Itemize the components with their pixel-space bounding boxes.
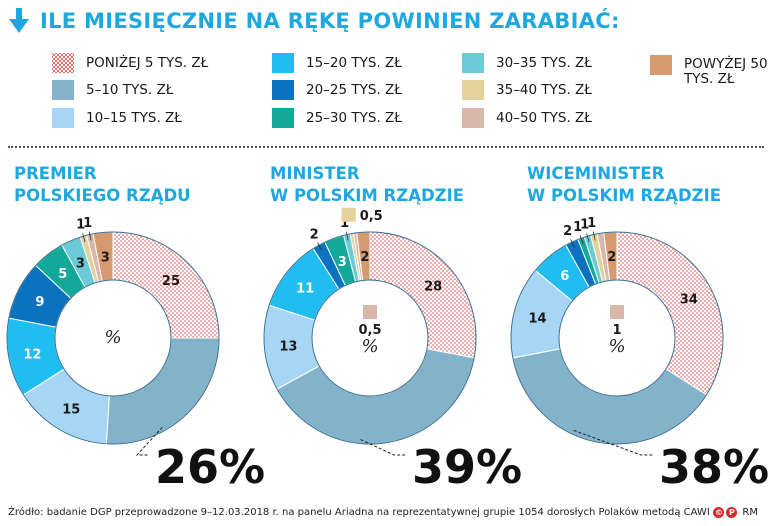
chart-title-minister: MINISTER W POLSKIM RZĄDZIE: [270, 164, 465, 205]
highlight-leader: [135, 426, 163, 456]
copyright-initials: RM: [742, 507, 758, 518]
legend: PONIŻEJ 5 TYS. ZŁ 5–10 TYS. ZŁ 10–15 TYS. …: [0, 0, 772, 150]
legend-swatch: [52, 53, 74, 73]
center-percent-label: %: [361, 336, 378, 357]
data-label: 2: [563, 224, 572, 239]
data-label: 1: [340, 216, 349, 231]
highlight-percent: 38%: [659, 440, 769, 494]
highlight-leader: [573, 429, 653, 456]
center-percent-label: %: [608, 336, 625, 357]
data-label: 0,5: [360, 209, 383, 224]
leader-line: [570, 239, 575, 248]
legend-label: 20–25 TYS. ZŁ: [306, 82, 402, 98]
legend-swatch: [272, 108, 294, 128]
legend-item: 35–40 TYS. ZŁ: [462, 80, 592, 100]
data-label: 2: [360, 250, 369, 265]
data-label: 9: [35, 295, 44, 310]
legend-label: 10–15 TYS. ZŁ: [86, 110, 182, 126]
donut-hole: [54, 279, 172, 397]
highlight-percent: 26%: [155, 440, 265, 494]
legend-item: 5–10 TYS. ZŁ: [52, 80, 173, 100]
leader-line: [345, 231, 349, 241]
data-label: 3: [76, 257, 85, 272]
legend-label: 15–20 TYS. ZŁ: [306, 55, 402, 71]
legend-swatch: [52, 108, 74, 128]
leader-line: [82, 233, 86, 243]
data-label: 12: [23, 347, 41, 362]
leader-line: [88, 231, 92, 241]
legend-swatch: [272, 80, 294, 100]
donut-hole: [311, 279, 429, 397]
data-label: 1: [580, 218, 589, 233]
leader-line: [579, 235, 584, 245]
legend-item: 25–30 TYS. ZŁ: [272, 108, 402, 128]
legend-label: 40–50 TYS. ZŁ: [496, 110, 592, 126]
data-label: 34: [680, 292, 698, 307]
leader-line: [317, 242, 323, 251]
donut-outline: [6, 231, 220, 445]
donut-hole: [558, 279, 676, 397]
data-label: 5: [58, 267, 67, 282]
donut-outline: [510, 231, 724, 445]
legend-item: POWYŻEJ 50 TYS. ZŁ: [650, 55, 772, 87]
legend-item: PONIŻEJ 5 TYS. ZŁ: [52, 53, 208, 73]
data-label: 11: [296, 282, 314, 297]
leader-line: [592, 231, 596, 241]
legend-label: POWYŻEJ 50 TYS. ZŁ: [684, 56, 768, 87]
data-label: 13: [279, 340, 297, 355]
legend-label: PONIŻEJ 5 TYS. ZŁ: [86, 55, 209, 71]
chart-title-premier: PREMIER POLSKIEGO RZĄDU: [14, 164, 191, 205]
source-note: Źródło: badanie DGP przeprowadzone 9–12.…: [8, 507, 710, 518]
data-label: 1: [587, 216, 596, 231]
data-label: 1: [76, 218, 85, 233]
legend-label: 30–35 TYS. ZŁ: [496, 55, 592, 71]
page-title: ILE MIESIĘCZNIE NA RĘKĘ POWINIEN ZARABIA…: [40, 9, 620, 33]
label-swatch: [610, 305, 624, 319]
legend-label: 5–10 TYS. ZŁ: [86, 82, 174, 98]
legend-item: 10–15 TYS. ZŁ: [52, 108, 182, 128]
data-label: 1: [573, 220, 582, 235]
header: ILE MIESIĘCZNIE NA RĘKĘ POWINIEN ZARABIA…: [8, 6, 620, 36]
chart-title-wiceminister: WICEMINISTER W POLSKIM RZĄDZIE: [527, 164, 722, 205]
legend-swatch: [650, 55, 672, 75]
data-label: 1: [612, 323, 621, 338]
copyright-icon: ©: [713, 507, 725, 518]
legend-item: 40–50 TYS. ZŁ: [462, 108, 592, 128]
legend-swatch: [272, 53, 294, 73]
data-label: 15: [62, 403, 80, 418]
center-percent-label: %: [104, 327, 121, 348]
legend-item: 30–35 TYS. ZŁ: [462, 53, 592, 73]
divider: [8, 146, 764, 148]
copyright: © P RM: [713, 507, 758, 518]
protected-icon: P: [726, 507, 738, 518]
legend-swatch: [462, 53, 484, 73]
leader-line: [586, 233, 590, 243]
label-swatch: [341, 207, 356, 222]
legend-swatch: [462, 80, 484, 100]
legend-label: 35–40 TYS. ZŁ: [496, 82, 592, 98]
legend-item: 20–25 TYS. ZŁ: [272, 80, 402, 100]
highlight-leader: [360, 439, 406, 456]
legend-label: 25–30 TYS. ZŁ: [306, 110, 402, 126]
legend-swatch: [52, 80, 74, 100]
data-label: 2: [607, 250, 616, 265]
legend-item: 15–20 TYS. ZŁ: [272, 53, 402, 73]
data-label: 28: [424, 280, 442, 295]
data-label: 2: [310, 227, 319, 242]
data-label: 3: [338, 255, 347, 270]
data-label: 6: [560, 269, 569, 284]
label-swatch: [363, 305, 377, 319]
data-label: 3: [101, 250, 110, 265]
data-label: 14: [529, 312, 547, 327]
data-label: 25: [162, 274, 180, 289]
arrow-down-icon: [9, 8, 29, 33]
data-label: 0,5: [358, 323, 381, 338]
data-label: 1: [83, 216, 92, 231]
legend-swatch: [462, 108, 484, 128]
highlight-percent: 39%: [412, 440, 522, 494]
